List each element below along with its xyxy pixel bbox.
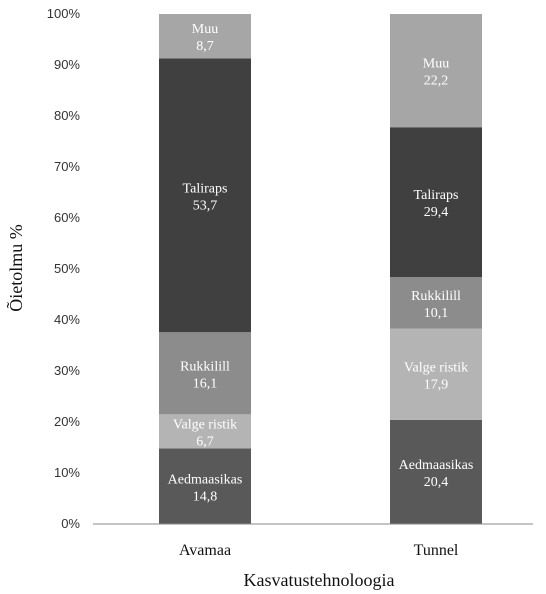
y-tick-label: 60% — [54, 210, 80, 225]
segment-series-label: Rukkilill — [411, 289, 461, 304]
segment-value-label: 10,1 — [424, 306, 449, 321]
x-axis-title: Kasvatustehnoloogia — [244, 570, 395, 590]
bar-segment — [390, 277, 482, 329]
segment-value-label: 16,1 — [193, 376, 218, 391]
segment-series-label: Aedmaasikas — [399, 458, 474, 473]
x-category-label: Avamaa — [179, 542, 231, 559]
segment-series-label: Aedmaasikas — [168, 472, 243, 487]
category-labels: Avamaa Tunnel — [179, 542, 459, 559]
segment-value-label: 17,9 — [424, 377, 449, 392]
x-category-label: Tunnel — [414, 542, 459, 559]
segment-series-label: Muu — [192, 22, 218, 37]
bar-segment — [390, 127, 482, 278]
segment-value-label: 14,8 — [193, 489, 218, 504]
y-tick-label: 50% — [54, 261, 80, 276]
y-axis-title: Õietolmu % — [5, 224, 26, 312]
y-tick-label: 20% — [54, 414, 80, 429]
bars — [159, 14, 482, 524]
bar-segment — [390, 419, 482, 524]
segment-value-label: 6,7 — [196, 434, 214, 449]
y-tick-label: 40% — [54, 312, 80, 327]
y-tick-label: 30% — [54, 363, 80, 378]
segment-series-label: Taliraps — [183, 181, 228, 196]
segment-value-label: 22,2 — [424, 74, 449, 89]
bar-segment — [390, 328, 482, 420]
bar-segment — [159, 414, 251, 449]
y-tick-label: 100% — [47, 6, 81, 21]
y-axis-ticks: 0% 10% 20% 30% 40% 50% 60% 70% 80% 90% 100% — [47, 6, 81, 531]
segment-series-label: Muu — [423, 57, 449, 72]
segment-value-label: 20,4 — [424, 475, 449, 490]
segment-value-label: 53,7 — [193, 198, 218, 213]
segment-series-label: Rukkilill — [180, 359, 230, 374]
segment-value-label: 8,7 — [196, 39, 214, 54]
bar-segment — [159, 58, 251, 333]
segment-labels: Aedmaasikas 14,8 Valge ristik 6,7 Rukkilill 1… — [168, 22, 474, 504]
bar-segment — [159, 332, 251, 415]
bar-segment — [390, 14, 482, 128]
segment-series-label: Taliraps — [414, 188, 459, 203]
y-tick-label: 0% — [61, 516, 80, 531]
y-tick-label: 80% — [54, 108, 80, 123]
y-tick-label: 10% — [54, 465, 80, 480]
segment-value-label: 29,4 — [424, 205, 449, 220]
segment-series-label: Valge ristik — [404, 360, 468, 375]
bar-segment — [159, 448, 251, 524]
segment-series-label: Valge ristik — [173, 417, 237, 432]
y-tick-label: 70% — [54, 159, 80, 174]
bar-segment — [159, 14, 251, 59]
y-tick-label: 90% — [54, 57, 80, 72]
